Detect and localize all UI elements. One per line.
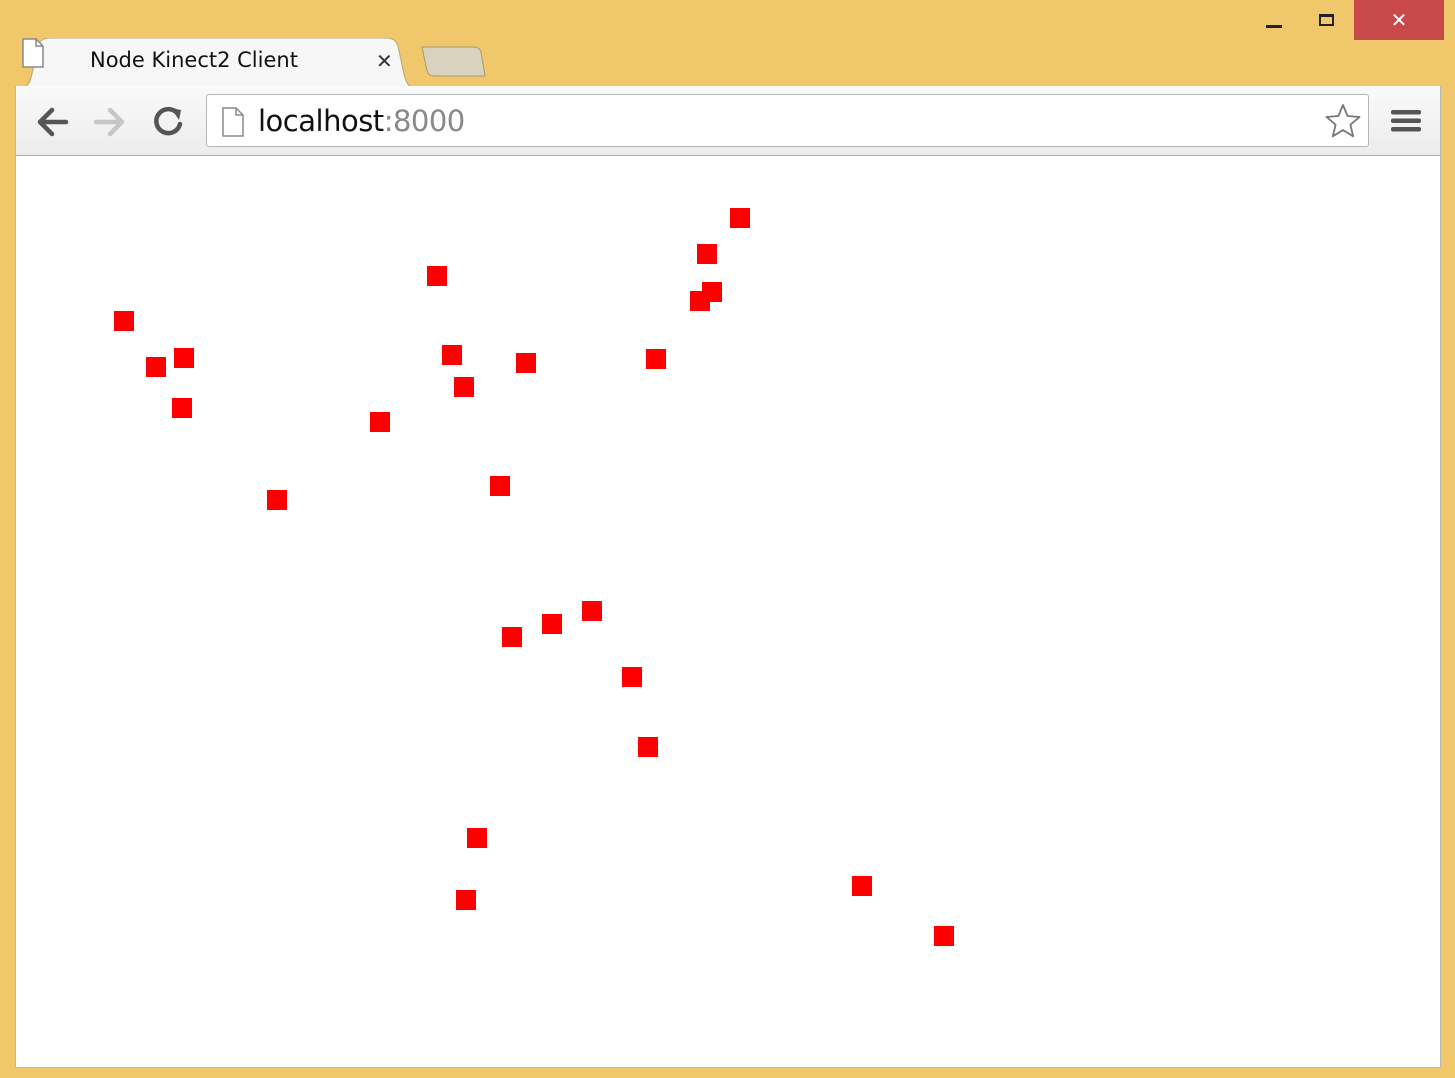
joint-marker xyxy=(174,348,194,368)
reload-button[interactable] xyxy=(148,102,188,142)
joint-marker xyxy=(267,490,287,510)
joint-marker xyxy=(697,244,717,264)
joint-canvas xyxy=(114,208,954,946)
new-tab-button[interactable] xyxy=(420,46,486,82)
joint-marker xyxy=(542,614,562,634)
joint-marker xyxy=(467,828,487,848)
back-button[interactable] xyxy=(32,102,72,142)
joint-marker xyxy=(646,349,666,369)
menu-button[interactable] xyxy=(1388,104,1424,138)
page-icon xyxy=(22,38,44,68)
joint-marker xyxy=(146,357,166,377)
joint-marker xyxy=(516,353,536,373)
reload-icon xyxy=(154,106,183,136)
url-host: localhost xyxy=(258,104,384,138)
arrow-left-icon xyxy=(37,107,69,137)
joint-marker xyxy=(370,412,390,432)
joint-marker xyxy=(427,266,447,286)
hamburger-menu-icon xyxy=(1391,110,1421,132)
joint-marker xyxy=(852,876,872,896)
url-text[interactable]: localhost:8000 xyxy=(258,103,465,139)
address-bar[interactable]: localhost:8000 xyxy=(206,94,1369,147)
joint-marker xyxy=(622,667,642,687)
joint-marker xyxy=(730,208,750,228)
bookmark-star-button[interactable] xyxy=(1324,103,1362,143)
tab-shape xyxy=(20,38,416,88)
window-close-button[interactable]: ✕ xyxy=(1354,0,1444,40)
joint-marker xyxy=(582,601,602,621)
tab-close-icon[interactable]: ✕ xyxy=(376,49,393,73)
url-port: :8000 xyxy=(383,104,466,138)
joint-marker xyxy=(442,345,462,365)
arrow-right-icon xyxy=(93,107,125,137)
tab-active[interactable]: Node Kinect2 Client ✕ xyxy=(20,38,416,88)
close-icon: ✕ xyxy=(1390,8,1408,32)
joint-marker xyxy=(638,737,658,757)
tab-title: Node Kinect2 Client xyxy=(90,48,298,72)
joint-marker xyxy=(934,926,954,946)
page-content xyxy=(15,156,1441,1068)
joint-marker xyxy=(690,291,710,311)
minimize-icon xyxy=(1266,24,1282,28)
joint-marker xyxy=(502,627,522,647)
browser-toolbar: localhost:8000 xyxy=(15,86,1441,156)
maximize-button[interactable] xyxy=(1300,0,1352,40)
star-icon xyxy=(1325,104,1361,138)
joint-marker xyxy=(454,377,474,397)
minimize-button[interactable] xyxy=(1248,0,1300,40)
page-icon xyxy=(222,107,244,137)
joint-marker xyxy=(114,311,134,331)
joint-marker xyxy=(490,476,510,496)
joint-marker xyxy=(172,398,192,418)
forward-button[interactable] xyxy=(90,102,130,142)
joint-marker xyxy=(456,890,476,910)
maximize-icon xyxy=(1318,14,1334,26)
